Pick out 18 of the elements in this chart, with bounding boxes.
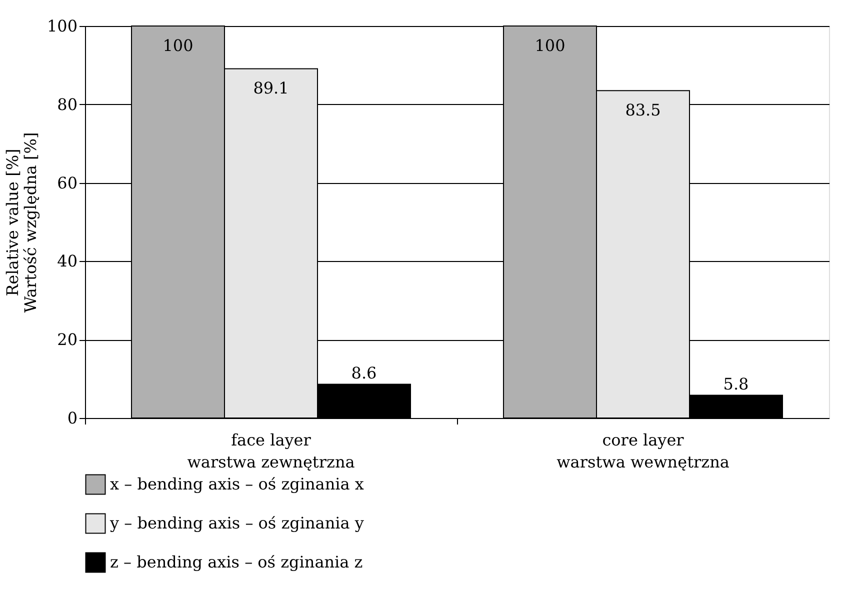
data-label: 5.8 xyxy=(723,374,749,394)
y-tick-label: 40 xyxy=(57,252,78,271)
y-tick-label: 20 xyxy=(57,330,78,350)
data-label: 89.1 xyxy=(253,78,289,98)
legend-label: z – bending axis – oś zginania z xyxy=(110,552,363,572)
y-tick-label: 80 xyxy=(57,94,78,114)
y-tick-label: 0 xyxy=(67,408,78,428)
data-label: 100 xyxy=(162,36,194,55)
data-label: 8.6 xyxy=(351,363,377,382)
x-tick-label: face layer warstwa zewnętrzna xyxy=(187,430,356,472)
legend-label: x – bending axis – oś zginania x xyxy=(110,474,364,494)
data-label: 100 xyxy=(534,36,566,55)
legend-label: y – bending axis – oś zginania y xyxy=(109,514,364,532)
y-tick-label: 60 xyxy=(57,173,78,192)
y-tick-label: 100 xyxy=(46,16,78,36)
y-axis-title: Relative value [%] Wartość względna [%] xyxy=(2,132,40,313)
x-tick-label: core layer warstwa wewnętrzna xyxy=(556,430,730,472)
data-label: 83.5 xyxy=(625,100,661,120)
